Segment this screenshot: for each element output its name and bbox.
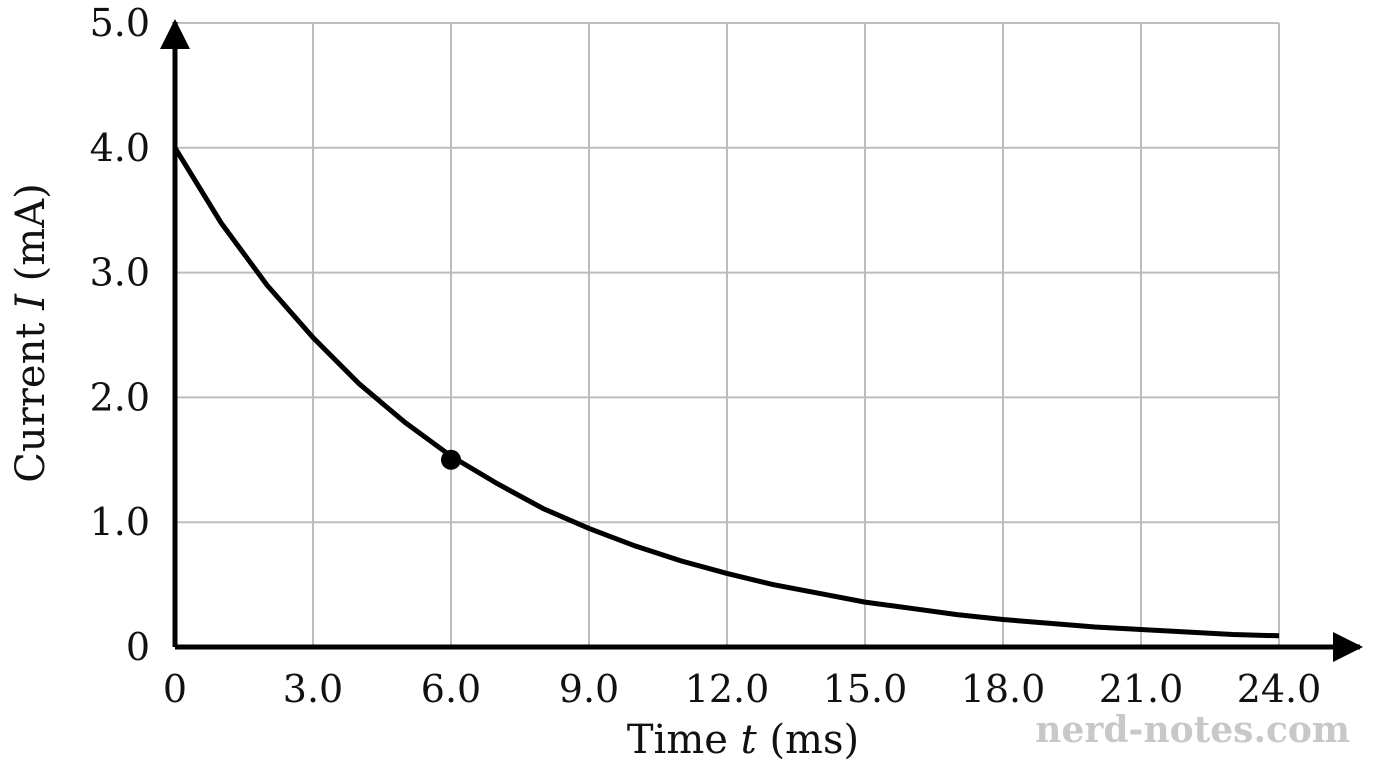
x-tick-label-0: 0 [163,667,187,711]
x-tick-label-7: 21.0 [1099,667,1184,711]
curve-layer [172,146,1280,639]
decay-curve-line-0 [172,146,1280,639]
y-tick-label-1: 1.0 [90,500,150,544]
x-tick-label-2: 6.0 [421,667,481,711]
y-tick-label-5: 5.0 [90,1,150,45]
grid [175,22,1280,647]
y-tick-label-0: 0 [126,625,150,669]
y-tick-label-4: 4.0 [90,126,150,170]
watermark-text: nerd-notes.com [1035,709,1350,751]
y-tick-label-2: 2.0 [90,375,150,419]
x-tick-label-5: 15.0 [823,667,908,711]
x-tick-label-6: 18.0 [961,667,1046,711]
x-tick-label-1: 3.0 [283,667,343,711]
x-axis-title: Time t (ms) [627,717,859,763]
marked-point [441,449,461,470]
y-tick-label-3: 3.0 [90,251,150,295]
y-axis-title: Current I (mA) [8,183,54,482]
axis-titles: Time t (ms) Current I (mA) [8,183,859,763]
x-tick-label-4: 12.0 [685,667,770,711]
x-tick-label-8: 24.0 [1237,667,1322,711]
axes [160,19,1363,662]
x-tick-label-3: 9.0 [559,667,619,711]
tick-labels: 0 3.0 6.0 9.0 12.0 15.0 18.0 21.0 24.0 0 1.0 2.0 3.0… [90,1,1322,711]
